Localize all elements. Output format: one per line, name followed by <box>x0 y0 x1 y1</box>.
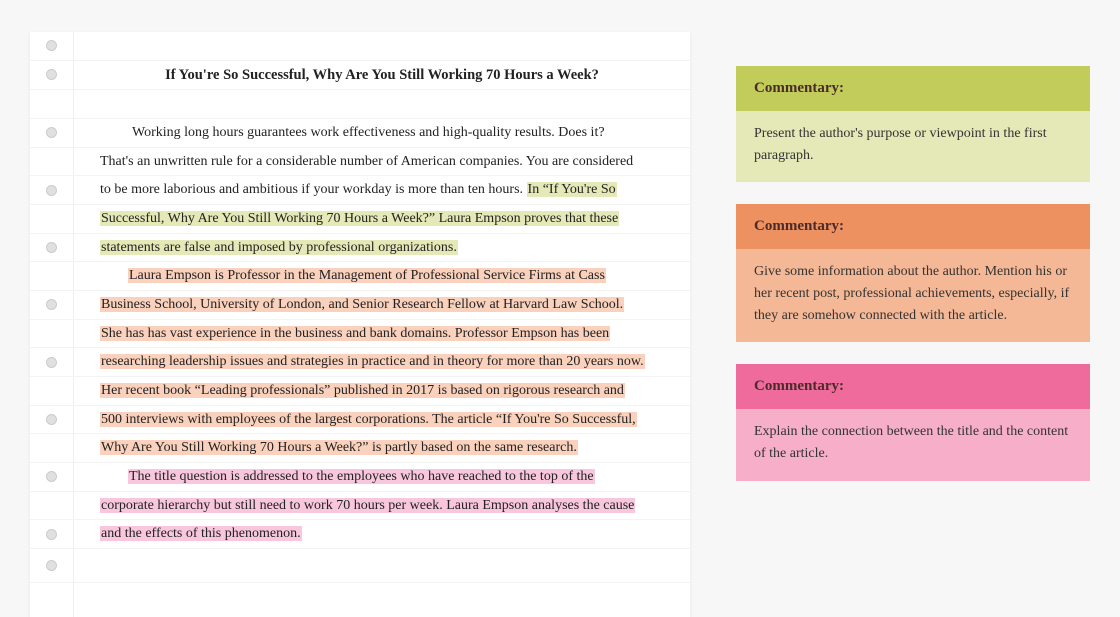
body-line: Business School, University of London, a… <box>30 291 690 320</box>
body-line: Working long hours guarantees work effec… <box>30 119 690 148</box>
highlight-peach: Her recent book “Leading professionals” … <box>100 383 625 398</box>
body-text: and the effects of this phenomenon. <box>74 520 690 548</box>
gutter <box>30 262 74 290</box>
body-text: Business School, University of London, a… <box>74 291 690 319</box>
title-line: If You're So Successful, Why Are You Sti… <box>30 61 690 90</box>
body-line: corporate hierarchy but still need to wo… <box>30 492 690 521</box>
body-text: to be more laborious and ambitious if yo… <box>74 176 690 204</box>
highlight-pink: The title question is addressed to the e… <box>128 469 595 484</box>
text-run: Working long hours guarantees work effec… <box>132 125 605 140</box>
commentary-heading: Commentary: <box>736 364 1090 409</box>
body-line: researching leadership issues and strate… <box>30 348 690 377</box>
body-text: Laura Empson is Professor in the Managem… <box>74 262 690 290</box>
highlight-green: statements are false and imposed by prof… <box>100 240 458 255</box>
gutter <box>30 406 74 434</box>
margin-dot-icon <box>46 471 57 482</box>
margin-dot-icon <box>46 357 57 368</box>
body-text: Successful, Why Are You Still Working 70… <box>74 205 690 233</box>
gutter <box>30 520 74 548</box>
body-line: Successful, Why Are You Still Working 70… <box>30 205 690 234</box>
margin-dot-icon <box>46 69 57 80</box>
body-text: Why Are You Still Working 70 Hours a Wee… <box>74 434 690 462</box>
blank-line <box>30 90 690 119</box>
body-line: Her recent book “Leading professionals” … <box>30 377 690 406</box>
gutter <box>30 583 74 617</box>
margin-dot-icon <box>46 299 57 310</box>
gutter <box>30 463 74 491</box>
body-line: 500 interviews with employees of the lar… <box>30 406 690 435</box>
margin-dot-icon <box>46 127 57 138</box>
gutter <box>30 90 74 118</box>
gutter <box>30 320 74 348</box>
margin-dot-icon <box>46 40 57 51</box>
blank-line <box>30 583 690 617</box>
highlight-peach: Laura Empson is Professor in the Managem… <box>128 268 606 283</box>
highlight-peach: She has has vast experience in the busin… <box>100 326 610 341</box>
commentary-text: Present the author's purpose or viewpoin… <box>736 111 1090 182</box>
empty-content <box>74 32 690 60</box>
highlight-peach: Why Are You Still Working 70 Hours a Wee… <box>100 440 578 455</box>
gutter <box>30 61 74 89</box>
commentary-heading: Commentary: <box>736 66 1090 111</box>
body-text: She has has vast experience in the busin… <box>74 320 690 348</box>
margin-dot-icon <box>46 529 57 540</box>
gutter <box>30 148 74 176</box>
document-title: If You're So Successful, Why Are You Sti… <box>74 61 690 89</box>
empty-content <box>74 552 690 580</box>
highlight-peach: Business School, University of London, a… <box>100 297 624 312</box>
commentary-text: Explain the connection between the title… <box>736 409 1090 480</box>
highlight-pink: corporate hierarchy but still need to wo… <box>100 498 635 513</box>
body-line: Laura Empson is Professor in the Managem… <box>30 262 690 291</box>
body-text: statements are false and imposed by prof… <box>74 234 690 262</box>
empty-content <box>74 586 690 614</box>
commentary-sidebar: Commentary: Present the author's purpose… <box>736 66 1090 503</box>
highlight-peach: 500 interviews with employees of the lar… <box>100 412 637 427</box>
gutter <box>30 176 74 204</box>
commentary-box-3: Commentary: Explain the connection betwe… <box>736 364 1090 480</box>
body-text: Working long hours guarantees work effec… <box>74 119 690 147</box>
body-line: Why Are You Still Working 70 Hours a Wee… <box>30 434 690 463</box>
body-line: The title question is addressed to the e… <box>30 463 690 492</box>
body-text: That's an unwritten rule for a considera… <box>74 148 690 176</box>
body-text: corporate hierarchy but still need to wo… <box>74 492 690 520</box>
commentary-box-1: Commentary: Present the author's purpose… <box>736 66 1090 182</box>
blank-line <box>30 32 690 61</box>
gutter <box>30 434 74 462</box>
gutter <box>30 549 74 582</box>
margin-dot-icon <box>46 185 57 196</box>
gutter <box>30 234 74 262</box>
gutter <box>30 205 74 233</box>
body-text: The title question is addressed to the e… <box>74 463 690 491</box>
gutter <box>30 492 74 520</box>
body-text: researching leadership issues and strate… <box>74 348 690 376</box>
empty-content <box>74 90 690 118</box>
gutter <box>30 377 74 405</box>
body-text: 500 interviews with employees of the lar… <box>74 406 690 434</box>
highlight-green: In “If You're So <box>527 182 617 197</box>
blank-line <box>30 549 690 583</box>
body-line: That's an unwritten rule for a considera… <box>30 148 690 177</box>
text-run: to be more laborious and ambitious if yo… <box>100 182 527 197</box>
highlight-pink: and the effects of this phenomenon. <box>100 526 302 541</box>
body-line: She has has vast experience in the busin… <box>30 320 690 349</box>
commentary-box-2: Commentary: Give some information about … <box>736 204 1090 342</box>
margin-dot-icon <box>46 560 57 571</box>
document-paper: If You're So Successful, Why Are You Sti… <box>30 32 690 617</box>
body-line: to be more laborious and ambitious if yo… <box>30 176 690 205</box>
margin-dot-icon <box>46 242 57 253</box>
gutter <box>30 32 74 60</box>
commentary-text: Give some information about the author. … <box>736 249 1090 342</box>
gutter <box>30 119 74 147</box>
body-line: and the effects of this phenomenon. <box>30 520 690 549</box>
margin-dot-icon <box>46 414 57 425</box>
highlight-green: Successful, Why Are You Still Working 70… <box>100 211 619 226</box>
commentary-heading: Commentary: <box>736 204 1090 249</box>
body-text: Her recent book “Leading professionals” … <box>74 377 690 405</box>
gutter <box>30 348 74 376</box>
gutter <box>30 291 74 319</box>
body-line: statements are false and imposed by prof… <box>30 234 690 263</box>
highlight-peach: researching leadership issues and strate… <box>100 354 645 369</box>
